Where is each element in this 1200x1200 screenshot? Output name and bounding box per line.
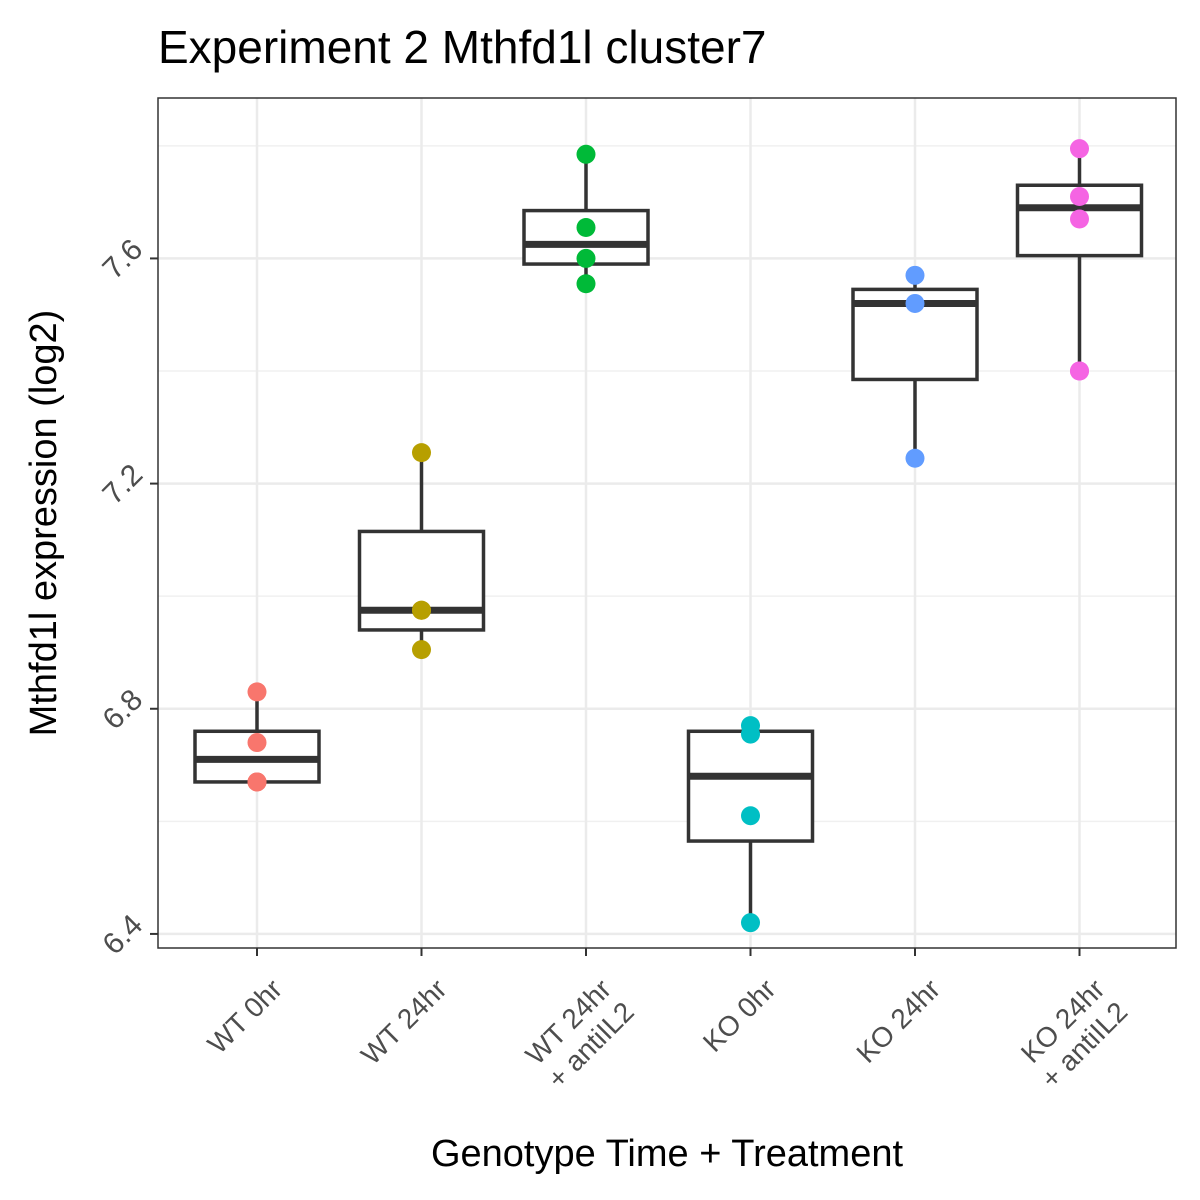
x-tick-label: WT 0hr: [202, 973, 288, 1059]
x-tick-label-line: WT 24hr: [355, 973, 452, 1070]
x-axis-title: Genotype Time + Treatment: [431, 1133, 904, 1175]
data-point: [741, 806, 760, 826]
data-point: [905, 448, 925, 468]
data-point: [576, 248, 596, 268]
y-tick-label: 7.6: [96, 233, 149, 286]
data-point: [1070, 187, 1089, 207]
x-tick-label-line: KO 0hr: [697, 973, 782, 1058]
data-point: [576, 217, 596, 237]
x-tick-label-line: WT 0hr: [202, 973, 288, 1059]
y-axis-title: Mthfd1l expression (log2): [23, 310, 65, 737]
x-tick-label: WT 24hr+ antiIL2: [519, 973, 640, 1094]
plot-panel-border: [157, 97, 1177, 949]
data-point: [247, 772, 267, 792]
data-point: [247, 682, 267, 702]
data-point: [412, 600, 431, 620]
x-tick-label-line: KO 24hr: [850, 973, 946, 1069]
plot-panel-background: [158, 98, 1176, 948]
y-tick-label: 7.2: [96, 458, 149, 511]
data-point: [905, 265, 925, 285]
data-point: [576, 274, 596, 294]
box-group: [193, 691, 321, 784]
data-point: [1070, 209, 1089, 229]
data-point: [1070, 361, 1089, 381]
data-point: [247, 733, 267, 753]
data-point: [412, 640, 431, 660]
y-axis: 6.4 6.8 7.2 7.6: [96, 233, 158, 961]
data-point: [1070, 139, 1089, 159]
chart-title: Experiment 2 Mthfd1l cluster7: [158, 21, 767, 73]
y-tick-label: 6.8: [96, 683, 149, 736]
data-point: [412, 443, 431, 463]
data-point: [741, 724, 760, 744]
x-axis: WT 0hr WT 24hr WT 24hr+ antiIL2 KO 0hr KO 24…: [202, 948, 1133, 1094]
y-tick-label: 6.4: [96, 908, 149, 961]
x-tick-label: KO 24hr+ antiIL2: [1012, 973, 1133, 1094]
points-layer: [247, 139, 1089, 933]
x-tick-label: KO 24hr: [850, 973, 946, 1069]
data-point: [741, 913, 760, 933]
x-tick-label: KO 0hr: [697, 973, 782, 1058]
x-tick-label: WT 24hr: [355, 973, 452, 1070]
data-point: [576, 144, 596, 164]
data-point: [905, 293, 925, 313]
